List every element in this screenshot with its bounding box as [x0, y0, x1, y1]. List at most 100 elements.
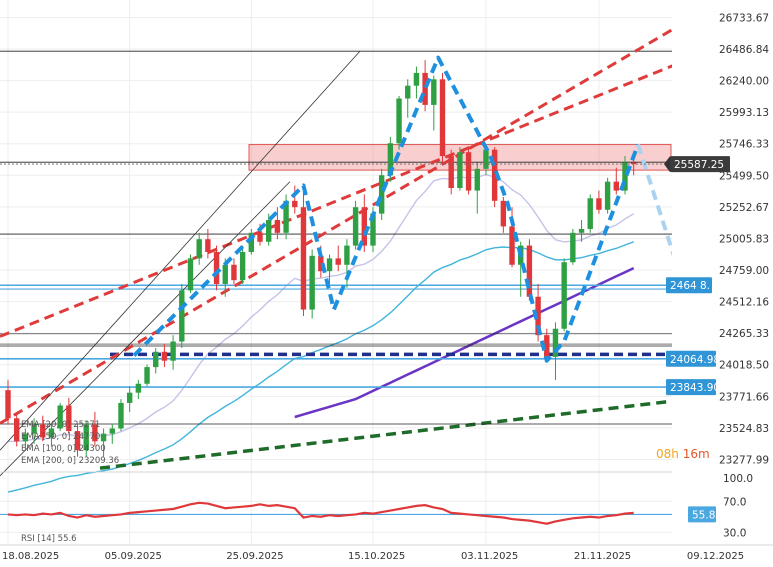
ema-200-line [294, 266, 635, 419]
candle-body [335, 258, 341, 265]
candle-body [170, 341, 176, 361]
candle-body [205, 239, 211, 252]
candle-body [509, 226, 515, 265]
candle-body [491, 149, 498, 201]
candle-body [309, 255, 315, 310]
price-tick-label: 23524.83 [719, 423, 769, 435]
long-term-trend-line [99, 394, 713, 470]
candle-body [405, 85, 411, 99]
candle-body [561, 262, 567, 329]
candle-body [300, 207, 307, 310]
level-badge-text: 23843.90 [670, 382, 720, 394]
channel-top-line[interactable] [0, 5, 713, 425]
trend-line-thin[interactable] [0, 181, 291, 477]
current-price-badge [670, 156, 730, 173]
level-badge-overlay: 8. [700, 280, 710, 292]
candle-body [448, 156, 454, 189]
candle-body [457, 152, 463, 189]
candle-body [396, 98, 402, 144]
rsi-legend: RSI [14] 55.6 [21, 534, 77, 544]
candle-body [144, 367, 150, 384]
level-badge [666, 379, 716, 396]
current-price-badge-text: 25587.25 [674, 159, 724, 171]
chart-overlay [0, 55, 685, 473]
candle-body [92, 424, 98, 442]
date-axis: 18.08.2025 05.09.2025 25.09.2025 15.10.2025… [0, 544, 773, 562]
candle-body [292, 200, 298, 208]
rsi-panel [0, 500, 672, 533]
candle-body [326, 258, 333, 272]
candle-body [622, 162, 628, 191]
rsi-tick-label: 70.0 [723, 496, 746, 508]
candle-body [126, 392, 133, 403]
legend-ema-200: EMA [200, 0] 23209.36 [21, 456, 119, 466]
candle-body [378, 175, 385, 214]
candle-body [439, 79, 446, 157]
candle-body [431, 79, 437, 105]
candle-countdown-timer: 08h 16m [656, 447, 710, 461]
candle-body [239, 251, 246, 281]
candle-body [352, 207, 359, 246]
candle-body [361, 207, 367, 246]
level-badge-text: 2464 [670, 280, 697, 292]
level-badge [666, 350, 716, 367]
price-tick-label: 26733.67 [719, 12, 769, 24]
rsi-value-badge-text: 55.8 [692, 509, 715, 521]
price-axis: 26733.67 26486.84 26240.00 25993.13 25746.33… [664, 0, 773, 545]
candle-body [500, 200, 507, 227]
candle-body [74, 431, 81, 451]
rsi-tick-label: 30.0 [723, 527, 746, 539]
candle-body [570, 232, 576, 263]
date-tick-label: 25.09.2025 [226, 551, 283, 562]
trend-line-thin[interactable] [0, 50, 361, 451]
price-tick-label: 25746.33 [719, 139, 769, 151]
legend-ema-100: EMA [100, 0] 24300 [21, 444, 106, 454]
rsi-tick-label: 100.0 [723, 473, 753, 485]
price-tick-label: 26240.00 [719, 76, 769, 88]
price-pointer [664, 156, 670, 173]
date-tick-label: 03.11.2025 [461, 551, 518, 562]
candle-body [344, 245, 350, 265]
price-tick-label: 25005.83 [719, 233, 769, 245]
candle-body [213, 251, 220, 284]
candle-body [257, 232, 263, 242]
candle-body [187, 258, 194, 291]
candle-body [483, 149, 489, 169]
price-tick-label: 25252.67 [719, 202, 769, 214]
candle-body [613, 181, 619, 191]
candle-body [57, 405, 63, 429]
rsi-value-badge [688, 506, 716, 523]
candle-body [544, 335, 550, 357]
price-tick-label: 25993.13 [719, 107, 769, 119]
candle-body [465, 152, 472, 191]
candle-body [196, 239, 202, 259]
candle-body [266, 220, 272, 242]
trend-drawings[interactable] [0, 5, 713, 477]
candle-body [153, 351, 159, 368]
candle-body [13, 418, 20, 442]
candle-body [31, 424, 37, 434]
candle-body [5, 390, 11, 419]
candle-body [161, 351, 168, 361]
candle-body [231, 264, 237, 281]
candle-body [248, 232, 255, 252]
legend-ema-50: EMA [50, 0] 24770 [21, 432, 100, 442]
axis-background [672, 0, 773, 545]
candle-body [578, 228, 585, 233]
candle-body [422, 72, 428, 105]
price-tick-label: 24265.33 [719, 328, 769, 340]
candle-body [370, 213, 376, 246]
candle-body [587, 198, 593, 229]
candle-body [179, 290, 185, 342]
candle-body [387, 143, 394, 176]
candle-body [66, 405, 72, 432]
candle-body [630, 162, 637, 165]
candle-body [274, 220, 281, 233]
candle-body [40, 424, 46, 438]
candle-body [118, 402, 124, 429]
candle-body [22, 433, 29, 442]
pattern-zigzag [132, 55, 640, 363]
level-badge-text: 24064.98 [670, 354, 720, 366]
rsi-line [7, 501, 634, 525]
